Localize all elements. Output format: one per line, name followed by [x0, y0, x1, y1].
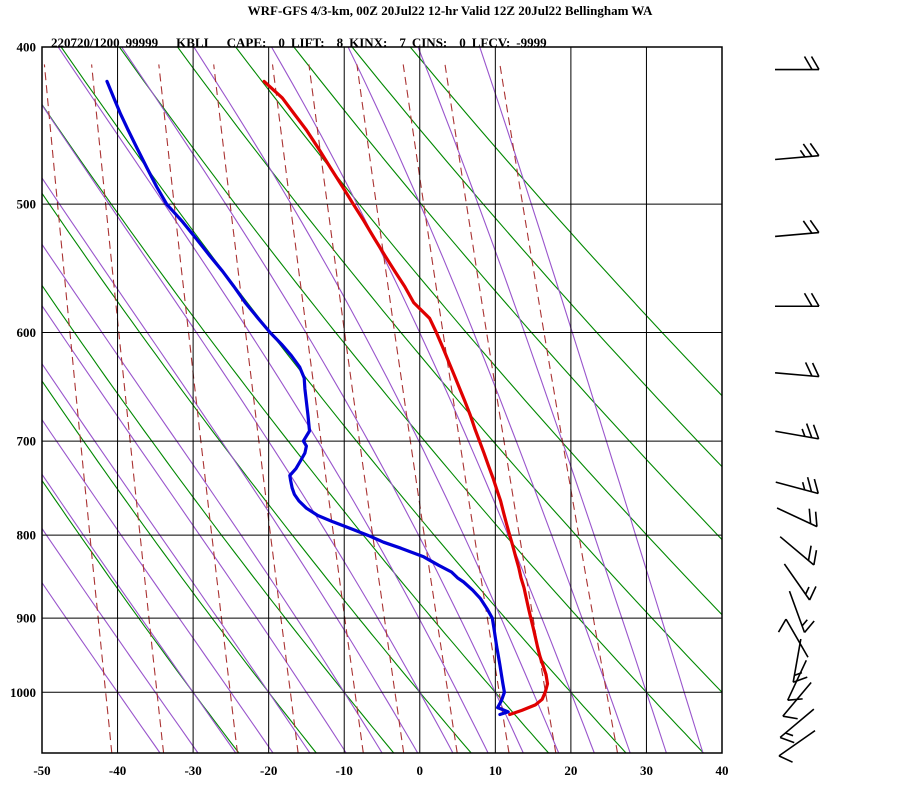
wind-barb [786, 659, 808, 701]
wind-barb [788, 590, 815, 634]
moist-adiabat-line [479, 47, 704, 753]
cins-value: 0 [459, 35, 466, 50]
wind-barb [778, 729, 816, 763]
dry-adiabat-line [42, 479, 240, 753]
wind-barb-column [775, 56, 820, 763]
mixing-ratio-line [402, 64, 510, 753]
temperature-tick-label: -20 [260, 763, 277, 778]
moist-adiabat-line [42, 473, 237, 753]
pressure-tick-label: 700 [17, 434, 37, 449]
axis-labels: 400 500 600 700 800 900 1000 -50 -40 -30 -20 -10 0 10… [10, 40, 729, 779]
temperature-tick-label: -50 [33, 763, 50, 778]
moist-adiabat-line [347, 47, 631, 753]
moist-adiabat-line [42, 104, 454, 753]
mixing-ratio-line [444, 64, 557, 753]
mixing-ratio-line [43, 64, 113, 753]
pressure-tick-label: 1000 [10, 685, 36, 700]
wind-barb [775, 292, 820, 308]
dry-adiabat-line [42, 380, 317, 753]
wind-barb [783, 563, 817, 601]
temperature-tick-label: 10 [489, 763, 502, 778]
wind-barb [777, 618, 809, 658]
wind-barb [776, 507, 818, 528]
dry-adiabat-line [235, 47, 722, 616]
dry-adiabat-line [351, 47, 722, 468]
moist-adiabat-line [417, 47, 667, 753]
moist-adiabat-line [42, 527, 199, 753]
wind-barb [782, 681, 812, 720]
wind-barb [775, 362, 820, 378]
temperature-tick-label: 20 [564, 763, 577, 778]
temperature-tick-label: 30 [640, 763, 653, 778]
dry-adiabat-line [177, 47, 722, 694]
moist-adiabat-line [193, 47, 560, 753]
mixing-ratio-line [91, 64, 165, 753]
chart-title: WRF-GFS 4/3-km, 00Z 20Jul22 12-hr Valid … [247, 3, 653, 18]
moist-adiabat-line [121, 47, 524, 753]
dry-adiabat-line [409, 47, 722, 397]
mixing-ratio-line [356, 64, 458, 753]
pressure-tick-label: 900 [17, 611, 37, 626]
wind-barb [792, 638, 808, 684]
moist-adiabat-line [42, 362, 311, 753]
moist-adiabat-line [42, 304, 347, 753]
plot-frame [41, 46, 723, 754]
cape-value: 0 [278, 35, 285, 50]
mixing-ratio-line [213, 64, 299, 753]
wind-barb [779, 536, 818, 566]
lift-value: 8 [336, 35, 344, 50]
mixing-ratio-line [271, 64, 364, 753]
pressure-tick-label: 500 [17, 197, 37, 212]
wind-barb [779, 708, 815, 744]
mixing-ratio-line [308, 64, 405, 753]
kinx-value: 7 [399, 35, 406, 50]
temperature-tick-label: -10 [336, 763, 353, 778]
moist-adiabat-line [42, 418, 274, 753]
temperature-tick-label: -30 [184, 763, 201, 778]
pressure-tick-label: 400 [17, 40, 37, 55]
dry-adiabat-line [118, 47, 704, 753]
dry-adiabat-line [42, 192, 472, 753]
temperature-tick-label: 0 [417, 763, 424, 778]
moist-adiabat-line [42, 581, 161, 753]
temperature-tick-label: -40 [109, 763, 126, 778]
wind-barb [775, 219, 820, 238]
wind-barb [775, 423, 820, 440]
moist-adiabat-line [57, 47, 489, 753]
mixing-ratio-line [158, 64, 239, 753]
dewpoint-trace [105, 79, 510, 717]
dry-adiabat-line [42, 103, 550, 753]
temperature-trace [262, 79, 550, 717]
moist-adiabat-line [42, 243, 383, 753]
moist-adiabat-line [271, 47, 595, 753]
wind-barb [775, 477, 820, 495]
dry-adiabat-line [60, 47, 627, 753]
dry-adiabat-line [42, 284, 395, 753]
wind-barb [775, 142, 820, 161]
temperature-tick-label: 40 [716, 763, 729, 778]
wind-barb [775, 56, 820, 71]
chart-background [42, 47, 722, 753]
moist-adiabat-line [42, 177, 419, 753]
pressure-tick-label: 800 [17, 528, 37, 543]
pressure-tick-label: 600 [17, 325, 37, 340]
dry-adiabat-line [293, 47, 722, 541]
grid [41, 46, 723, 754]
